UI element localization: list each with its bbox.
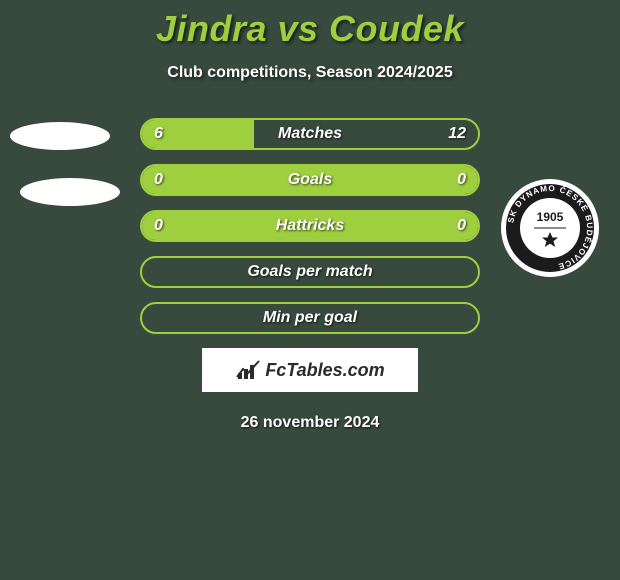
bar-label: Goals [142,166,478,194]
footer-date: 26 november 2024 [0,414,620,432]
stat-bar: Goals0 0 [140,164,480,196]
bar-value-right: 0 [457,212,466,240]
club-year: 1905 [537,210,564,224]
bar-value-right: 0 [457,166,466,194]
bar-value-right: 12 [448,120,466,148]
bar-value-left: 0 [154,166,163,194]
bar-label: Hattricks [142,212,478,240]
page-subtitle: Club competitions, Season 2024/2025 [0,64,620,82]
stat-bar: Matches6 12 [140,118,480,150]
club-badge-right: SK DYNAMO ČESKÉ BUDĚJOVICE 1905 [500,178,600,278]
bar-label: Goals per match [142,258,478,286]
bar-label: Matches [142,120,478,148]
stat-bar: Goals per match [140,256,480,288]
brand-box: FcTables.com [202,348,418,392]
player-avatar-placeholder [20,178,120,206]
bar-label: Min per goal [142,304,478,332]
bar-value-left: 0 [154,212,163,240]
bar-value-left: 6 [154,120,163,148]
player-avatar-placeholder [10,122,110,150]
stat-bar: Min per goal [140,302,480,334]
brand-text: FcTables.com [265,360,384,381]
chart-icon [235,359,261,381]
stat-bar: Hattricks0 0 [140,210,480,242]
page-title: Jindra vs Coudek [0,0,620,50]
